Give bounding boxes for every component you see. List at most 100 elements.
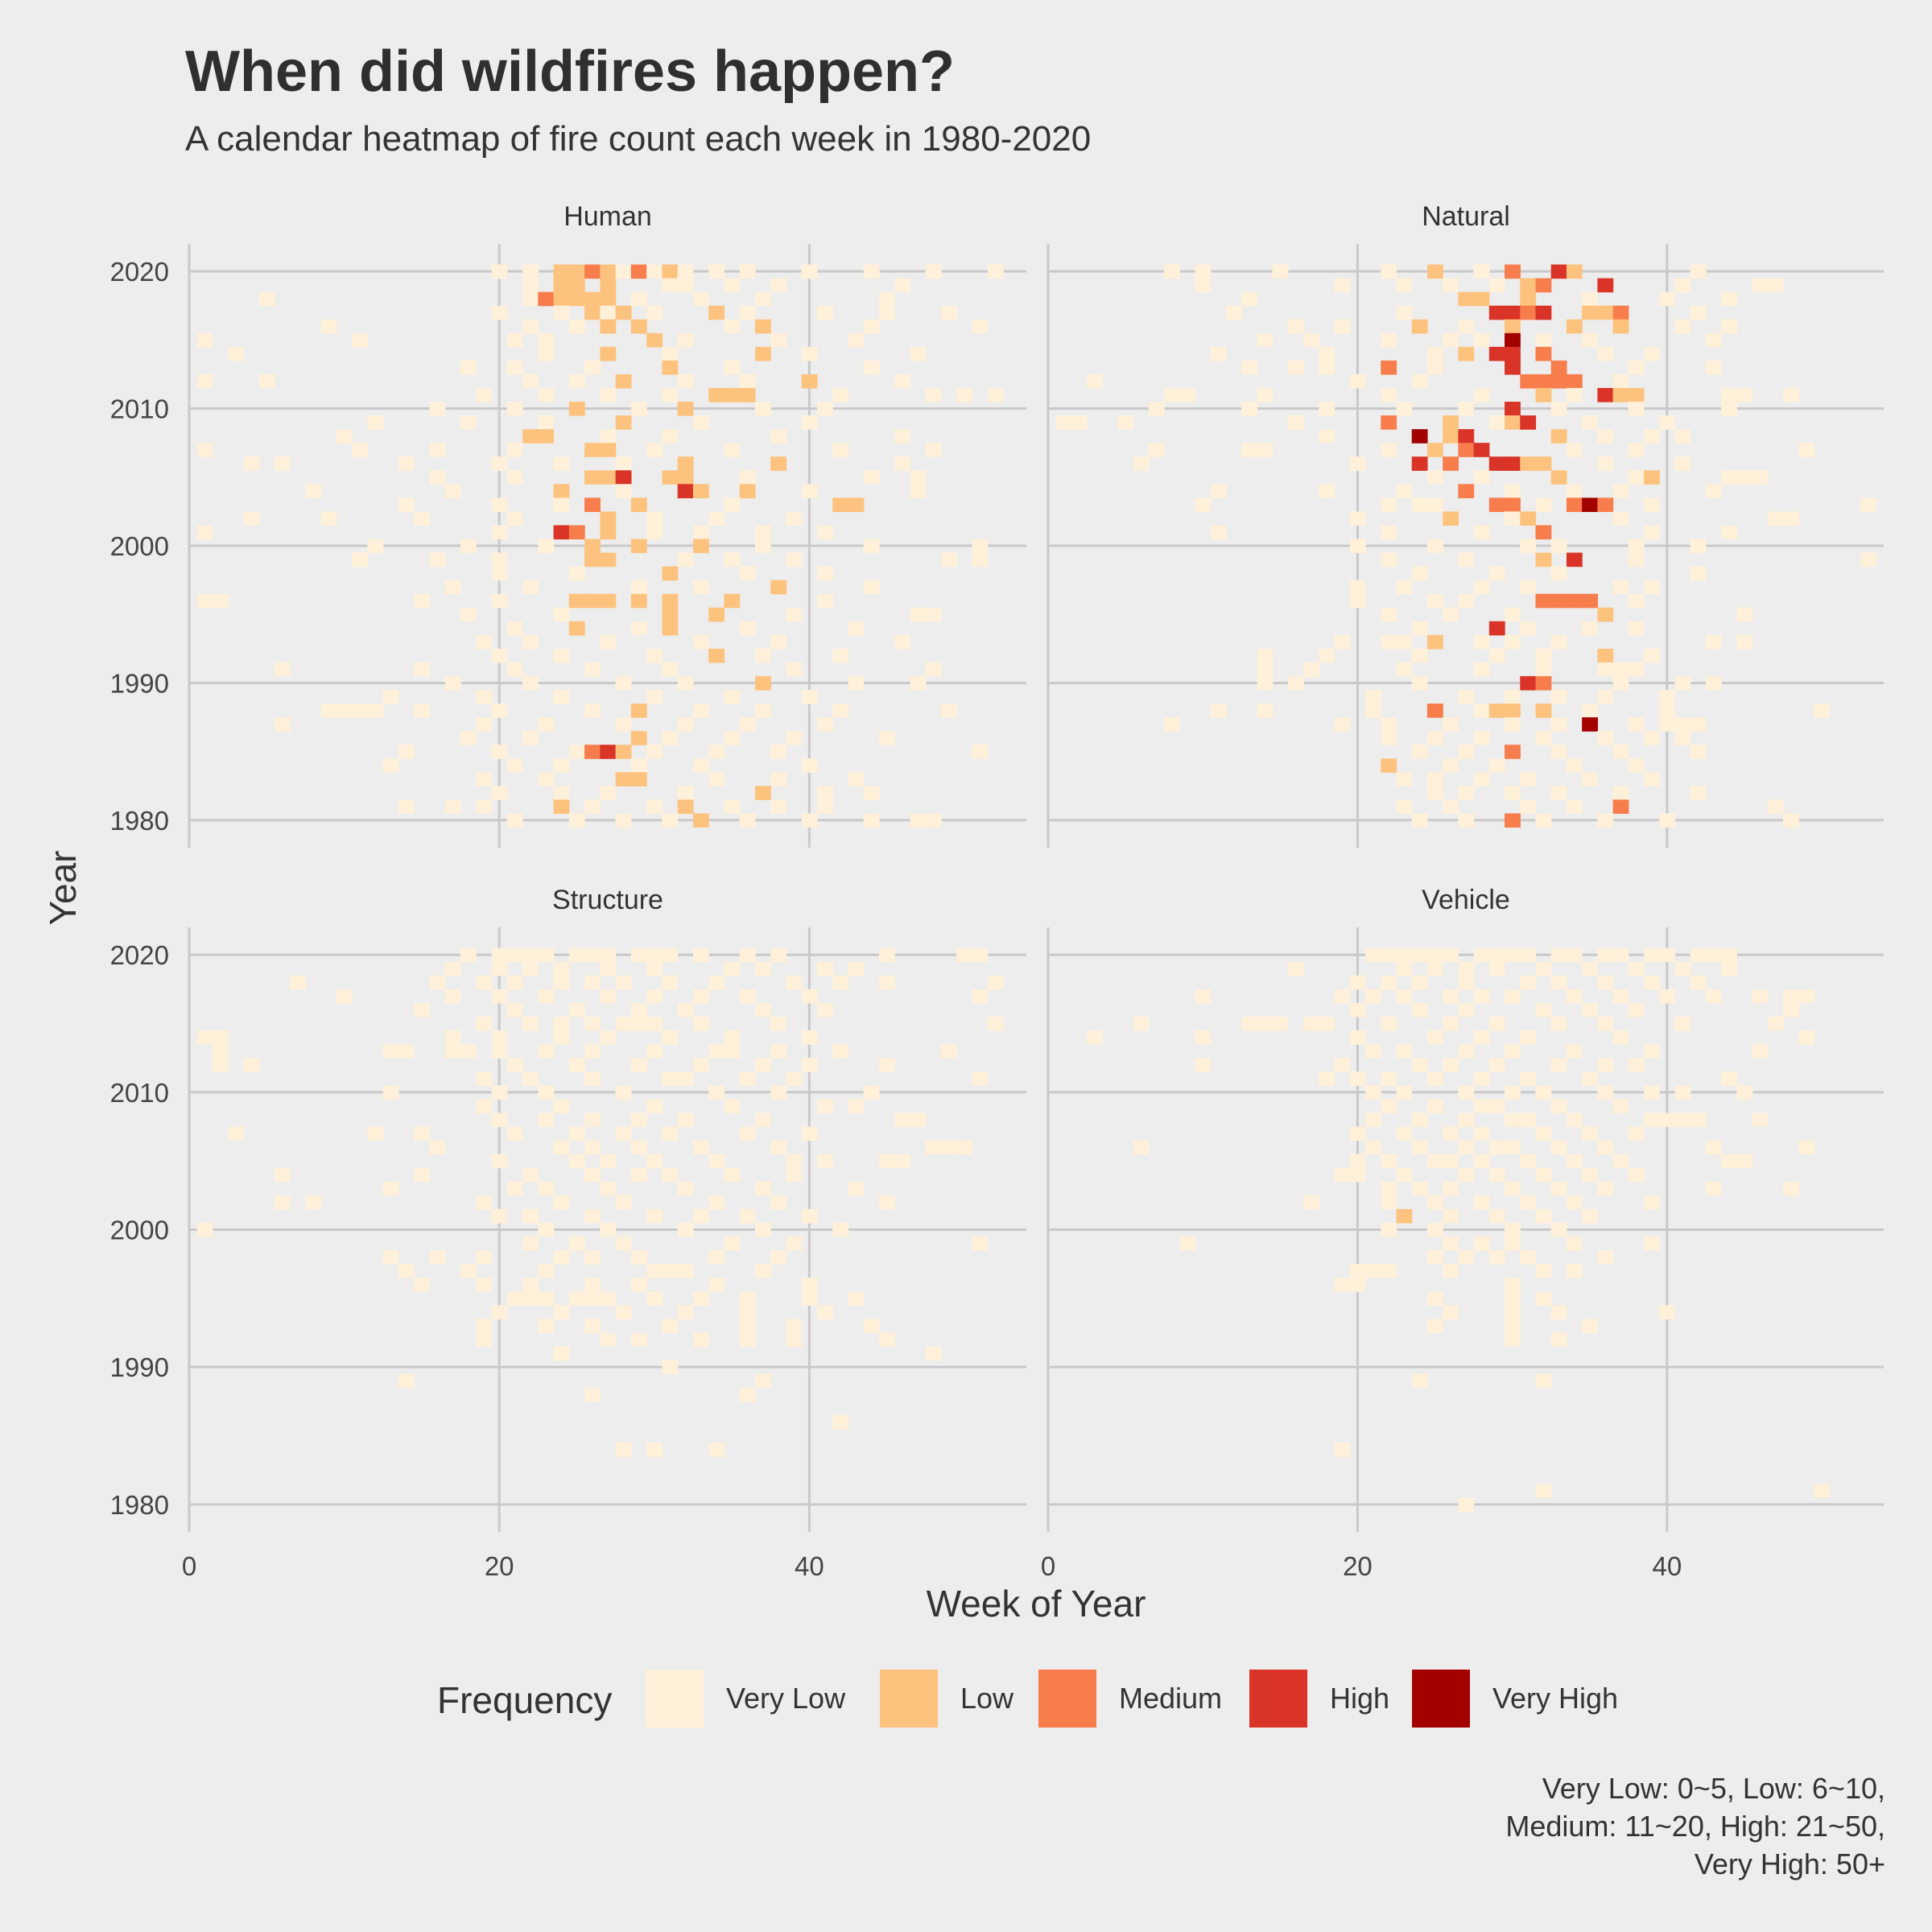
- heatmap-cell: [646, 648, 663, 663]
- heatmap-cell: [630, 1113, 647, 1128]
- heatmap-cell: [1566, 1236, 1583, 1251]
- legend-item-very-high: Very High: [1412, 1662, 1618, 1735]
- heatmap-cell: [506, 1291, 523, 1306]
- heatmap-cell: [1550, 689, 1567, 704]
- heatmap-cell: [1674, 731, 1691, 745]
- heatmap-cell: [848, 1181, 865, 1196]
- heatmap-cell: [444, 961, 461, 976]
- heatmap-cell: [677, 1113, 694, 1128]
- heatmap-cell: [1798, 989, 1815, 1004]
- heatmap-cell: [522, 580, 539, 595]
- heatmap-cell: [863, 1319, 880, 1334]
- panel-label-natural: Natural: [1422, 201, 1510, 232]
- heatmap-cell: [1458, 552, 1475, 568]
- heatmap-cell: [1612, 1099, 1629, 1114]
- heatmap-cell: [196, 1030, 213, 1045]
- heatmap-cell: [1674, 961, 1691, 976]
- heatmap-cell: [584, 1167, 601, 1183]
- heatmap-cell: [677, 278, 694, 293]
- heatmap-cell: [1520, 291, 1537, 307]
- heatmap-cell: [1535, 1291, 1552, 1306]
- heatmap-cell: [1612, 1030, 1629, 1045]
- heatmap-cell: [584, 1071, 601, 1086]
- heatmap-cell: [1396, 1044, 1413, 1059]
- heatmap-cell: [1396, 662, 1413, 677]
- heatmap-cell: [739, 387, 756, 402]
- heatmap-cell: [1488, 648, 1505, 663]
- heatmap-cell: [1210, 525, 1227, 540]
- heatmap-cell: [1597, 1085, 1614, 1100]
- heatmap-cell: [1241, 291, 1258, 307]
- heatmap-cell: [1535, 387, 1552, 402]
- heatmap-cell: [1535, 525, 1552, 540]
- heatmap-cell: [600, 634, 617, 650]
- heatmap-cell: [817, 717, 833, 732]
- heatmap-cell: [600, 1154, 617, 1169]
- heatmap-cell: [1381, 975, 1397, 990]
- heatmap-cell: [786, 1332, 803, 1348]
- heatmap-cell: [801, 415, 818, 430]
- heatmap-cell: [941, 1044, 957, 1059]
- heatmap-cell: [476, 387, 493, 402]
- heatmap-cell: [600, 1332, 617, 1348]
- heatmap-cell: [538, 989, 555, 1004]
- heatmap-cell: [770, 1195, 787, 1210]
- heatmap-cell: [1505, 497, 1521, 512]
- legend-label-very-high: Very High: [1492, 1682, 1619, 1715]
- heatmap-cell: [1488, 947, 1505, 963]
- heatmap-cell: [615, 1126, 632, 1141]
- heatmap-cell: [1349, 539, 1366, 554]
- heatmap-cell: [754, 1222, 771, 1237]
- heatmap-cell: [615, 1085, 632, 1100]
- heatmap-cell: [754, 1181, 771, 1196]
- heatmap-cell: [1411, 621, 1428, 636]
- heatmap-cell: [1721, 291, 1737, 307]
- heatmap-cell: [491, 1305, 508, 1320]
- heatmap-cell: [615, 1236, 632, 1251]
- heatmap-cell: [1736, 634, 1753, 650]
- heatmap-cell: [662, 360, 679, 375]
- heatmap-cell: [739, 1332, 756, 1348]
- heatmap-cell: [476, 799, 493, 814]
- heatmap-cell: [491, 947, 508, 963]
- heatmap-cell: [1566, 319, 1583, 334]
- heatmap-cell: [1443, 429, 1459, 444]
- heatmap-cell: [491, 961, 508, 976]
- heatmap-cell: [1443, 947, 1459, 963]
- heatmap-cell: [1396, 799, 1413, 814]
- heatmap-cell: [630, 1278, 647, 1292]
- heatmap-cell: [1550, 402, 1567, 416]
- heatmap-cell: [1334, 319, 1351, 334]
- heatmap-cell: [1612, 675, 1629, 691]
- heatmap-cell: [1535, 332, 1552, 348]
- heatmap-cell: [801, 264, 818, 279]
- heatmap-cell: [491, 1113, 508, 1128]
- heatmap-cell: [600, 1181, 617, 1196]
- heatmap-cell: [1566, 1264, 1583, 1278]
- heatmap-cell: [1349, 1002, 1366, 1018]
- heatmap-cell: [1381, 332, 1397, 348]
- heatmap-cell: [770, 634, 787, 650]
- heatmap-cell: [1535, 704, 1552, 718]
- heatmap-cell: [692, 525, 709, 540]
- heatmap-cell: [894, 278, 911, 293]
- heatmap-cell: [506, 443, 523, 457]
- legend-key-high: [1249, 1670, 1307, 1728]
- heatmap-cell: [692, 1332, 709, 1348]
- heatmap-cell: [212, 593, 229, 609]
- heatmap-cell: [1767, 1016, 1784, 1031]
- heatmap-cell: [879, 1195, 895, 1210]
- heatmap-cell: [522, 319, 539, 334]
- heatmap-cell: [320, 319, 337, 334]
- heatmap-cell: [538, 1181, 555, 1196]
- heatmap-cell: [584, 291, 601, 307]
- heatmap-cell: [910, 346, 927, 361]
- heatmap-cell: [1458, 291, 1475, 307]
- heatmap-cell: [568, 1236, 585, 1251]
- heatmap-cell: [739, 1126, 756, 1141]
- heatmap-cell: [646, 1099, 663, 1114]
- heatmap-cell: [414, 1126, 431, 1141]
- y-tick-label: 2020: [110, 940, 169, 970]
- heatmap-cell: [739, 717, 756, 732]
- heatmap-cell: [894, 456, 911, 471]
